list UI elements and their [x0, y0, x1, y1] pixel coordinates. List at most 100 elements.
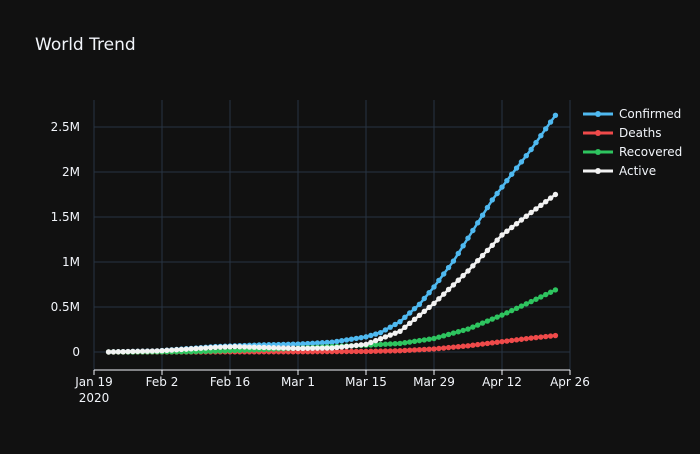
data-point [552, 112, 559, 119]
y-tick-label: 0.5M [51, 300, 80, 314]
data-point [484, 340, 491, 347]
data-point [309, 340, 316, 346]
data-point [426, 290, 432, 296]
data-point [343, 343, 350, 350]
data-point [407, 347, 413, 353]
data-point [314, 340, 321, 346]
data-point [300, 345, 306, 352]
data-point [387, 341, 393, 347]
data-point [441, 333, 447, 339]
data-point [509, 337, 515, 344]
legend-swatch-marker [595, 111, 601, 117]
y-tick-label: 1M [62, 255, 80, 269]
data-point [105, 349, 112, 355]
data-point [547, 289, 554, 295]
data-point [241, 344, 248, 350]
x-tick-label: Apr 26 [550, 375, 590, 389]
data-point [431, 335, 437, 342]
data-point [445, 264, 452, 271]
data-point [377, 341, 384, 348]
x-tick-label: Mar 29 [413, 375, 455, 389]
data-point [290, 345, 296, 351]
data-point [416, 346, 423, 353]
data-point [445, 331, 452, 338]
data-point [285, 341, 291, 348]
data-point [552, 191, 559, 198]
data-point [232, 343, 238, 350]
data-point [475, 258, 481, 264]
x-tick-label: Mar 1 [281, 375, 315, 389]
data-point [411, 305, 418, 312]
data-point [538, 294, 544, 300]
data-point [445, 344, 452, 351]
legend-item-recovered[interactable]: Recovered [583, 145, 682, 159]
data-point [334, 348, 340, 355]
data-point [402, 340, 408, 346]
data-point [436, 277, 442, 284]
legend-item-confirmed[interactable]: Confirmed [583, 107, 681, 121]
data-point [494, 314, 500, 320]
data-point [533, 206, 539, 212]
data-point [484, 204, 491, 211]
data-point [178, 346, 185, 353]
data-point [203, 345, 209, 351]
data-point [305, 345, 311, 351]
data-point [479, 252, 486, 259]
data-point [533, 334, 539, 341]
y-tick-label: 2M [62, 165, 80, 179]
data-point [348, 348, 355, 355]
data-point [329, 345, 335, 351]
data-point [450, 282, 457, 288]
data-point [407, 339, 413, 345]
x-tick-year-label: 2020 [79, 391, 110, 405]
data-point [115, 349, 121, 355]
data-point [339, 348, 345, 355]
data-point [397, 328, 403, 334]
data-point [426, 336, 432, 342]
data-point [470, 263, 476, 269]
data-point [411, 338, 418, 345]
data-point [416, 301, 423, 307]
data-point [533, 139, 539, 146]
data-point [543, 199, 549, 205]
data-point [271, 345, 277, 351]
data-point [392, 348, 398, 354]
data-point [164, 347, 170, 354]
data-point [285, 345, 291, 351]
data-point [353, 348, 359, 355]
data-point [402, 324, 408, 331]
data-point [504, 338, 510, 344]
data-point [373, 341, 379, 348]
data-point [188, 346, 194, 352]
data-point [523, 213, 529, 219]
data-point [377, 336, 384, 342]
data-point [445, 286, 452, 293]
data-point [489, 242, 495, 248]
data-point [139, 348, 146, 354]
data-point [110, 349, 117, 355]
data-point [343, 337, 350, 343]
data-point [183, 346, 189, 352]
data-point [212, 348, 219, 354]
data-point [324, 345, 330, 351]
data-point [130, 348, 136, 355]
legend[interactable]: Confirmed Deaths Recovered Active [583, 107, 682, 178]
data-point [402, 314, 408, 321]
data-point [499, 184, 505, 190]
data-point [222, 348, 228, 354]
data-point [416, 312, 423, 319]
data-point [295, 345, 301, 352]
data-point [475, 322, 481, 328]
data-point [382, 327, 389, 333]
series-lines [105, 112, 559, 355]
x-tick-label: Apr 12 [482, 375, 522, 389]
data-point [266, 344, 272, 351]
legend-item-active[interactable]: Active [583, 164, 656, 178]
data-point [494, 190, 500, 197]
data-point [518, 303, 525, 309]
data-point [227, 344, 233, 350]
legend-item-deaths[interactable]: Deaths [583, 126, 662, 140]
data-point [348, 343, 355, 349]
